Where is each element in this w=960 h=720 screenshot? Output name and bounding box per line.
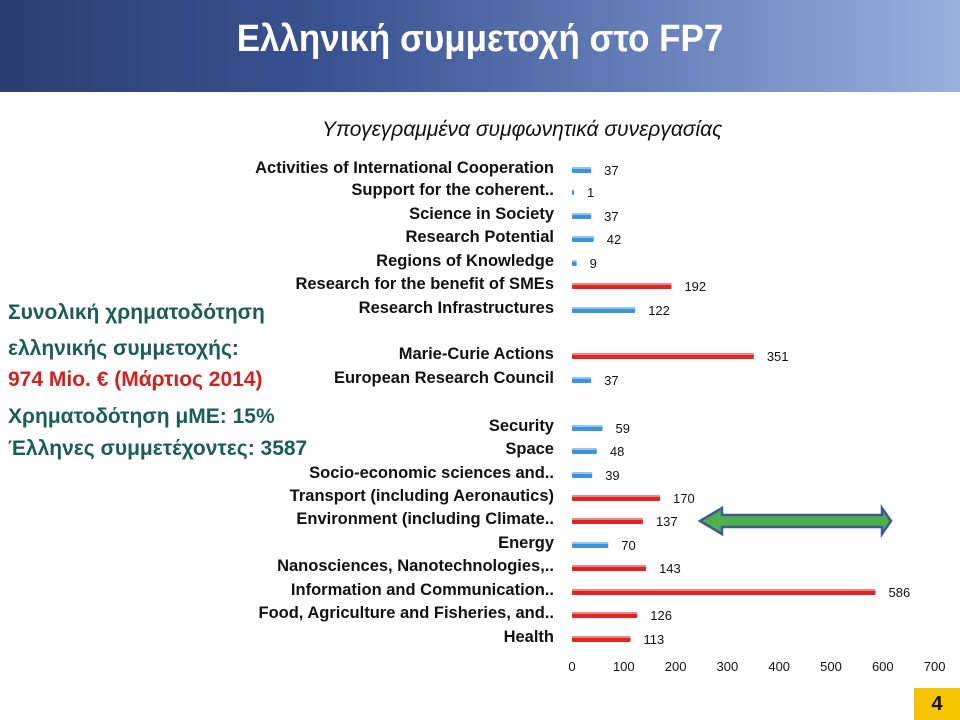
value-label: 37 bbox=[604, 209, 618, 224]
value-label: 37 bbox=[604, 373, 618, 388]
bar-highlight bbox=[572, 636, 631, 638]
value-label: 37 bbox=[604, 163, 618, 178]
bar-highlight bbox=[572, 260, 577, 262]
category-label: Support for the coherent.. bbox=[351, 181, 554, 199]
bar bbox=[572, 307, 636, 313]
chart-title: Υπογεγραμμένα συμφωνητικά συνεργασίας bbox=[322, 118, 723, 141]
bar-highlight bbox=[572, 167, 592, 169]
bar-highlight bbox=[572, 448, 597, 450]
bar-highlight bbox=[572, 283, 672, 285]
category-label: Information and Communication.. bbox=[290, 581, 554, 599]
category-label: Activities of International Cooperation bbox=[255, 159, 554, 177]
x-tick-label: 600 bbox=[872, 659, 894, 674]
value-label: 59 bbox=[616, 421, 630, 436]
value-label: 126 bbox=[650, 608, 672, 623]
x-tick-label: 400 bbox=[768, 659, 790, 674]
category-label: Socio-economic sciences and.. bbox=[309, 464, 554, 482]
value-label: 122 bbox=[648, 303, 670, 318]
x-tick-label: 200 bbox=[665, 659, 687, 674]
category-label: Research Infrastructures bbox=[358, 299, 554, 317]
value-label: 351 bbox=[767, 349, 789, 364]
bar-highlight bbox=[572, 518, 643, 520]
bar bbox=[572, 377, 592, 383]
value-label: 143 bbox=[659, 561, 681, 576]
sme-funding-text: Χρηματοδότηση μΜΕ: 15% bbox=[8, 405, 275, 428]
value-label: 9 bbox=[590, 256, 597, 271]
bar bbox=[572, 167, 592, 173]
category-label: Research for the benefit of SMEs bbox=[295, 275, 554, 293]
value-label: 113 bbox=[644, 632, 665, 647]
value-label: 70 bbox=[621, 538, 635, 553]
value-label: 170 bbox=[673, 491, 695, 506]
value-label: 137 bbox=[656, 514, 678, 529]
value-label: 39 bbox=[605, 468, 619, 483]
category-label: Marie-Curie Actions bbox=[398, 345, 554, 363]
value-label: 586 bbox=[889, 585, 911, 600]
bar bbox=[572, 495, 661, 501]
value-label: 42 bbox=[607, 232, 621, 247]
bar bbox=[572, 353, 754, 359]
bar bbox=[572, 565, 647, 571]
bar bbox=[572, 542, 609, 548]
x-tick-label: 100 bbox=[613, 659, 635, 674]
bar bbox=[572, 283, 672, 289]
bar-highlight bbox=[572, 353, 754, 355]
total-funding-label: Συνολική χρηματοδότηση bbox=[8, 301, 265, 324]
value-label: 192 bbox=[684, 279, 706, 294]
category-label: European Research Council bbox=[333, 369, 554, 387]
bar bbox=[572, 213, 592, 219]
value-label: 48 bbox=[610, 444, 624, 459]
category-label: Space bbox=[505, 440, 554, 458]
bar bbox=[572, 189, 574, 195]
bar-highlight bbox=[572, 472, 593, 474]
category-label: Transport (including Aeronautics) bbox=[289, 487, 554, 505]
category-label: Food, Agriculture and Fisheries, and.. bbox=[258, 604, 554, 622]
bar bbox=[572, 612, 638, 618]
bar-highlight bbox=[572, 425, 603, 427]
highlight-arrow bbox=[697, 503, 893, 539]
category-label: Energy bbox=[498, 534, 554, 552]
bar bbox=[572, 636, 631, 642]
bar bbox=[572, 472, 593, 478]
x-tick-label: 500 bbox=[820, 659, 842, 674]
bar-highlight bbox=[572, 542, 609, 544]
greek-participation-label: ελληνικής συμμετοχής: bbox=[8, 337, 239, 360]
bar-highlight bbox=[572, 612, 638, 614]
bar bbox=[572, 236, 594, 242]
category-label: Health bbox=[503, 628, 554, 646]
category-label: Regions of Knowledge bbox=[376, 252, 554, 270]
total-funding-value: 974 Mio. € (Μάρτιος 2014) bbox=[8, 368, 263, 391]
title-banner: Ελληνική συμμετοχή στο FP7 bbox=[0, 0, 960, 92]
page-number-badge: 4 bbox=[914, 688, 960, 720]
bar-highlight bbox=[572, 213, 592, 215]
category-label: Security bbox=[488, 417, 554, 435]
bar bbox=[572, 448, 597, 454]
bar-highlight bbox=[572, 377, 592, 379]
category-label: Research Potential bbox=[405, 228, 554, 246]
x-tick-label: 700 bbox=[924, 659, 946, 674]
bar-highlight bbox=[572, 495, 661, 497]
x-tick-label: 0 bbox=[568, 659, 575, 674]
category-label: Nanosciences, Nanotechnologies,.. bbox=[277, 557, 554, 575]
bar-highlight bbox=[572, 307, 636, 309]
double-arrow-shape bbox=[697, 503, 893, 539]
bar bbox=[572, 260, 577, 266]
x-tick-label: 300 bbox=[717, 659, 739, 674]
value-label: 1 bbox=[587, 185, 594, 200]
category-label: Environment (including Climate.. bbox=[296, 510, 554, 528]
bar-highlight bbox=[572, 236, 594, 238]
bar-highlight bbox=[572, 189, 574, 191]
bar-highlight bbox=[572, 589, 876, 591]
greek-participants-text: Έλληνες συμμετέχοντες: 3587 bbox=[8, 437, 308, 460]
bar-highlight bbox=[572, 565, 647, 567]
bar bbox=[572, 589, 876, 595]
category-label: Science in Society bbox=[409, 205, 554, 223]
bar bbox=[572, 425, 603, 431]
bar bbox=[572, 518, 643, 524]
slide-title: Ελληνική συμμετοχή στο FP7 bbox=[236, 18, 724, 60]
